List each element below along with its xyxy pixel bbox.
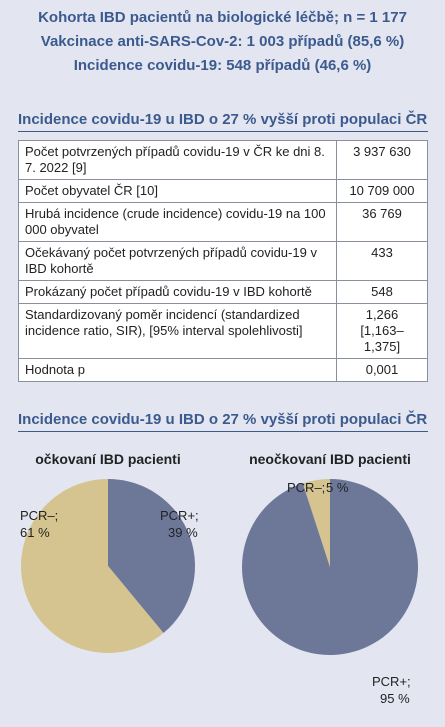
table-cell: 0,001: [336, 358, 428, 382]
charts-title: Incidence covidu-19 u IBD o 27 % vyšší p…: [18, 411, 428, 432]
chart-title: neočkovaní IBD pacienti: [249, 451, 411, 467]
table-row: Počet potvrzených případů covidu-19 v ČR…: [18, 140, 428, 180]
header-line: Incidence covidu-19: 548 případů (46,6 %…: [73, 57, 372, 74]
slice-value-label: 61 %: [20, 525, 50, 540]
table-cell: 548: [336, 280, 428, 304]
table-title: Incidence covidu-19 u IBD o 27 % vyšší p…: [18, 111, 428, 132]
table-cell: Očekávaný počet potvrzených případů covi…: [18, 241, 337, 281]
slice-value-label: 39 %: [168, 525, 198, 540]
header-line: Vakcinace anti-SARS-Cov-2: 1 003 případů…: [40, 33, 405, 50]
table-row: Počet obyvatel ČR [10] 10 709 000: [18, 179, 428, 203]
slice-category: PCR–;: [287, 480, 325, 495]
table-row: Prokázaný počet případů covidu-19 v IBD …: [18, 280, 428, 304]
table-cell: 1,266 [1,163–1,375]: [336, 303, 428, 359]
slice-category: PCR+;: [160, 508, 199, 523]
table-cell: 433: [336, 241, 428, 281]
header-line: Kohorta IBD pacientů na biologické léčbě…: [38, 9, 407, 26]
slice-value-label: 95 %: [380, 691, 410, 706]
table-row: Standardizovaný poměr incidencí (standar…: [18, 303, 428, 359]
slice-category: PCR+;: [372, 674, 411, 689]
table-row: Očekávaný počet potvrzených případů covi…: [18, 241, 428, 281]
slice-category: PCR–;: [20, 508, 58, 523]
pie-slice: [242, 479, 419, 655]
pie-slice: [20, 479, 164, 653]
table-cell: Počet obyvatel ČR [10]: [18, 179, 337, 203]
table-cell: Počet potvrzených případů covidu-19 v ČR…: [18, 140, 337, 180]
pie-slice: [302, 479, 330, 567]
pie-charts: očkovaní IBD pacienti PCR+; 39 % PCR–; 61 % n…: [20, 451, 419, 706]
table-row: Hodnota p 0,001: [18, 358, 428, 382]
table-cell: Hodnota p: [18, 358, 337, 382]
table: Počet potvrzených případů covidu-19 v ČR…: [18, 140, 428, 382]
table-row: Hrubá incidence (crude incidence) covidu…: [18, 202, 428, 242]
slice-value-label: 5 %: [326, 480, 349, 495]
table-cell: Prokázaný počet případů covidu-19 v IBD …: [18, 280, 337, 304]
chart-title: očkovaní IBD pacienti: [35, 451, 180, 467]
table-cell: 3 937 630: [336, 140, 428, 180]
table-cell: 36 769: [336, 202, 428, 242]
table-cell: 10 709 000: [336, 179, 428, 203]
table-cell: Hrubá incidence (crude incidence) covidu…: [18, 202, 337, 242]
table-cell: Standardizovaný poměr incidencí (standar…: [18, 303, 337, 359]
pie-slice: [108, 479, 196, 634]
